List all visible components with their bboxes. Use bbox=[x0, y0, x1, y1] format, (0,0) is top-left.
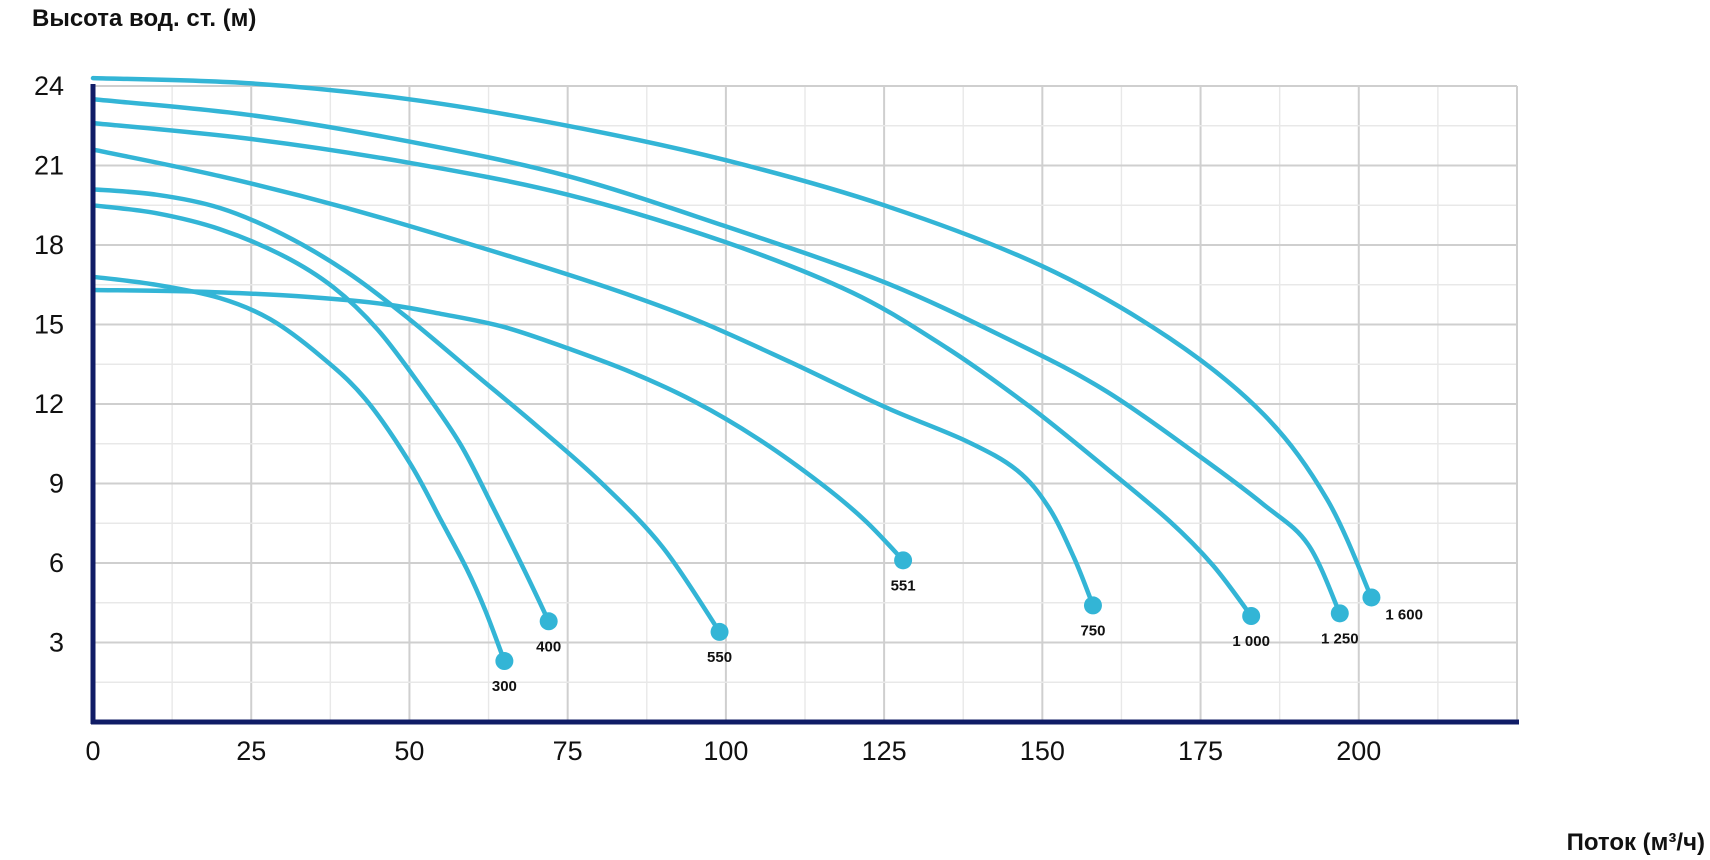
x-tick-label: 200 bbox=[1336, 736, 1381, 766]
series-label-750: 750 bbox=[1080, 622, 1105, 639]
x-tick-label: 150 bbox=[1020, 736, 1065, 766]
y-tick-label: 12 bbox=[34, 389, 64, 419]
series-line-750 bbox=[90, 147, 1096, 608]
series-end-marker-551 bbox=[894, 551, 913, 570]
x-tick-label: 0 bbox=[85, 736, 100, 766]
series-end-marker-1250 bbox=[1330, 604, 1349, 623]
tick-labels: 3 6 9 12 15 18 21 24 0 25 50 75 100 125 150 175 200 bbox=[34, 71, 1381, 766]
series-label-300: 300 bbox=[492, 678, 517, 695]
series-label-551: 551 bbox=[891, 577, 916, 594]
series-label-1000: 1 000 bbox=[1232, 633, 1270, 650]
series-line-1250 bbox=[90, 97, 1343, 616]
x-tick-label: 25 bbox=[236, 736, 266, 766]
series-label-400: 400 bbox=[536, 638, 561, 655]
series-end-marker-400 bbox=[539, 612, 558, 631]
x-tick-label: 125 bbox=[862, 736, 907, 766]
series-label-1250: 1 250 bbox=[1321, 630, 1359, 647]
x-tick-label: 100 bbox=[703, 736, 748, 766]
y-tick-label: 9 bbox=[49, 469, 64, 499]
y-tick-label: 15 bbox=[34, 310, 64, 340]
x-tick-label: 50 bbox=[394, 736, 424, 766]
series-lines bbox=[90, 75, 1374, 664]
x-tick-label: 175 bbox=[1178, 736, 1223, 766]
y-tick-label: 6 bbox=[49, 548, 64, 578]
y-tick-label: 18 bbox=[34, 230, 64, 260]
series-end-marker-750 bbox=[1083, 596, 1102, 615]
y-axis-title: Высота вод. ст. (м) bbox=[32, 5, 256, 32]
series-end-marker-1000 bbox=[1242, 607, 1261, 625]
series-end-markers: 300 400 550 551 750 1 000 1 250 1 600 bbox=[492, 551, 1423, 695]
series-end-marker-1600 bbox=[1362, 588, 1381, 607]
series-label-1600: 1 600 bbox=[1385, 606, 1423, 623]
series-label-550: 550 bbox=[707, 649, 732, 666]
axes bbox=[90, 84, 1519, 725]
y-tick-label: 21 bbox=[34, 151, 64, 181]
series-line-1600 bbox=[90, 75, 1374, 600]
y-tick-label: 3 bbox=[49, 628, 64, 658]
y-tick-label: 24 bbox=[34, 71, 64, 101]
series-end-marker-300 bbox=[495, 652, 514, 671]
series-end-marker-550 bbox=[710, 622, 729, 641]
series-line-400 bbox=[90, 203, 551, 624]
x-tick-label: 75 bbox=[553, 736, 583, 766]
series-line-550 bbox=[90, 187, 722, 635]
series-line-1000 bbox=[90, 120, 1254, 619]
x-axis-title: Поток (м³/ч) bbox=[1567, 829, 1705, 856]
grid bbox=[92, 85, 1518, 723]
series-line-551 bbox=[90, 287, 906, 563]
